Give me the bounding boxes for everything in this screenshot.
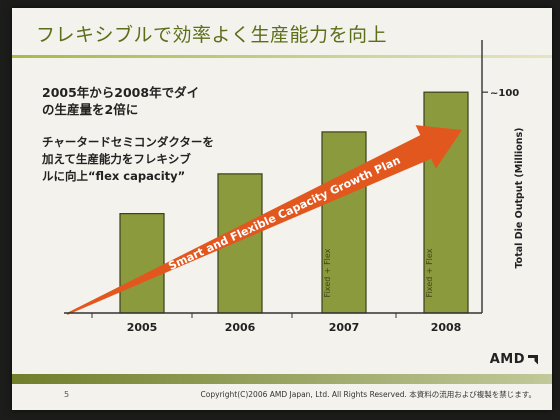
flex-capacity-term: “flex capacity”	[88, 169, 186, 183]
growth-arrow-label: Smart and Flexible Capacity Growth Plan	[166, 154, 402, 273]
amd-logo: AMD	[490, 352, 538, 367]
page-number: 5	[64, 390, 70, 399]
bullet-text-1: 2005年から2008年でダイ の生産量を2倍に	[42, 84, 242, 118]
amd-arrow-icon	[528, 354, 538, 365]
x-tick-label-2006: 2006	[225, 321, 256, 334]
x-tick-label-2007: 2007	[329, 321, 360, 334]
bullet-text-2: チャータードセミコンダクターを 加えて生産能力をフレキシブ ルに向上“flex …	[42, 134, 242, 185]
bullet-2-line-2: 加えて生産能力をフレキシブ	[42, 152, 191, 166]
y-axis-title: Total Die Output (Millions)	[514, 127, 525, 268]
bullet-2-line-1: チャータードセミコンダクターを	[42, 135, 214, 149]
copyright-notice: Copyright(C)2006 AMD Japan, Ltd. All Rig…	[200, 390, 536, 399]
y-tick-label: ~100	[490, 88, 519, 99]
bullet-2-line-3: ルに向上“flex capacity”	[42, 168, 242, 185]
amd-logo-text: AMD	[489, 352, 525, 367]
bullet-1-line-2: の生産量を2倍に	[42, 102, 139, 117]
bar-2005	[119, 213, 165, 314]
x-tick-label-2005: 2005	[127, 321, 158, 334]
title-divider	[12, 55, 552, 58]
bar-annotation-2008: Fixed + Flex	[425, 248, 434, 297]
bullet-1-line-1: 2005年から2008年でダイ	[42, 85, 200, 100]
bar-2007	[321, 131, 367, 314]
slide-title: フレキシブルで効率よく生産能力を向上	[36, 24, 388, 46]
bullet-2-line-3-prefix: ルに向上	[42, 169, 88, 183]
slide: フレキシブルで効率よく生産能力を向上 2005年から2008年でダイ の生産量を…	[12, 8, 552, 410]
footer-bar	[12, 374, 552, 384]
x-tick-label-2008: 2008	[431, 321, 462, 334]
bar-annotation-2007: Fixed + Flex	[323, 248, 332, 297]
growth-arrow	[66, 125, 462, 315]
